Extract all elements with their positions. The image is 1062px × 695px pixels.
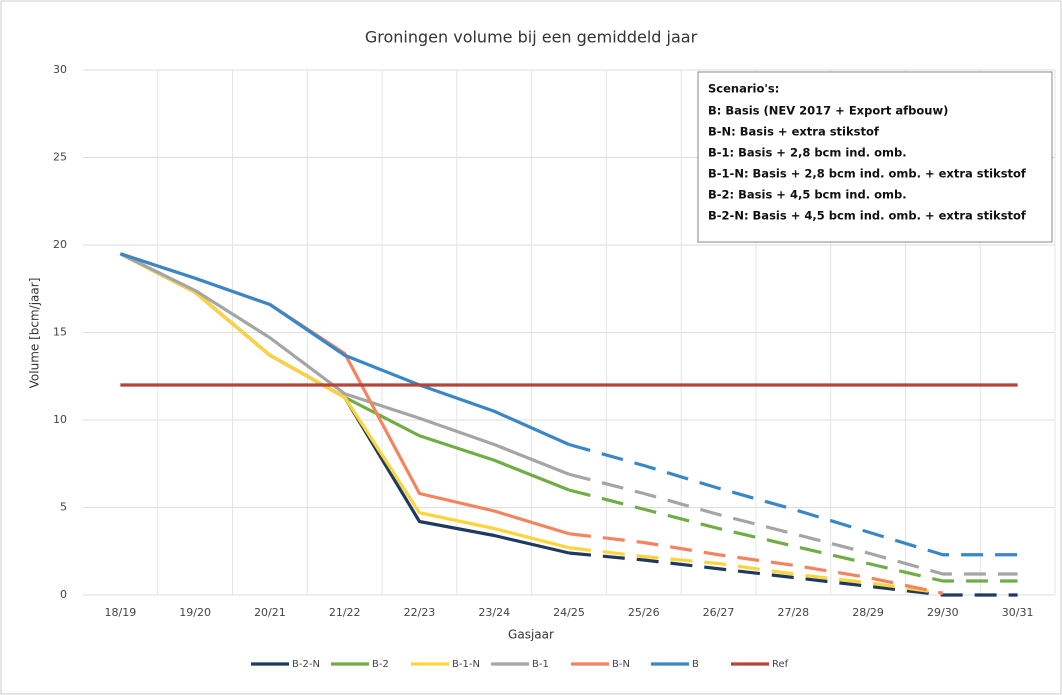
legend-label: B [692,659,699,670]
annotation: Scenario's: B: Basis (NEV 2017 + Export a… [697,71,1053,243]
annotation-title: Scenario's: [708,82,779,96]
legend-label: B-1 [532,659,549,670]
annotation-line: B: Basis (NEV 2017 + Export afbouw) [708,104,948,118]
annotation-line: B-1-N: Basis + 2,8 bcm ind. omb. + extra… [708,167,1027,181]
series-line-dashed [568,472,1018,576]
x-tick-label: 22/23 [404,606,436,619]
y-tick-label: 10 [53,413,67,426]
legend-label: B-2-N [292,659,320,670]
x-tick-label: 20/21 [254,606,286,619]
annotation-line: B-N: Basis + extra stikstof [708,125,880,139]
legend-label: B-1-N [452,659,480,670]
x-tick-label: 19/20 [179,606,211,619]
legend-label: Ref [772,659,789,670]
y-tick-label: 30 [53,63,67,76]
chart-title: Groningen volume bij een gemiddeld jaar [365,28,698,47]
annotation-line: B-1: Basis + 2,8 bcm ind. omb. [708,146,907,160]
x-tick-label: 29/30 [927,606,959,619]
legend-label: B-N [612,659,630,670]
series-line-dashed [568,532,944,595]
x-tick-label: 26/27 [703,606,735,619]
y-tick-label: 0 [60,588,67,601]
y-tick-label: 25 [53,151,67,164]
x-tick-label: 21/22 [329,606,361,619]
series-line-dashed [568,442,1018,557]
y-tick-label: 20 [53,238,67,251]
series-line-dashed [568,488,1018,583]
y-tick-label: 15 [53,326,67,339]
series-line-dashed [568,551,1018,597]
x-tick-label: 27/28 [777,606,809,619]
legend: B-2-N B-2 B-1-N B-1 B-N B Ref [251,659,789,670]
x-tick-label: 30/31 [1002,606,1034,619]
annotation-box [697,71,1053,243]
annotation-line: B-2: Basis + 4,5 bcm ind. omb. [708,188,907,202]
series-line [119,252,570,446]
x-tick-label: 23/24 [478,606,510,619]
x-tick-label: 28/29 [852,606,884,619]
y-tick-label: 5 [60,501,67,514]
legend-label: B-2 [372,659,389,670]
y-axis-label: Volume [bcm/jaar] [28,278,42,389]
x-tick-label: 24/25 [553,606,585,619]
series-line-dashed [568,546,944,595]
x-axis-label: Gasjaar [508,628,554,642]
series-line [119,252,570,476]
annotation-line: B-2-N: Basis + 4,5 bcm ind. omb. + extra… [708,209,1027,223]
x-tick-label: 25/26 [628,606,660,619]
x-tick-label: 18/19 [105,606,137,619]
